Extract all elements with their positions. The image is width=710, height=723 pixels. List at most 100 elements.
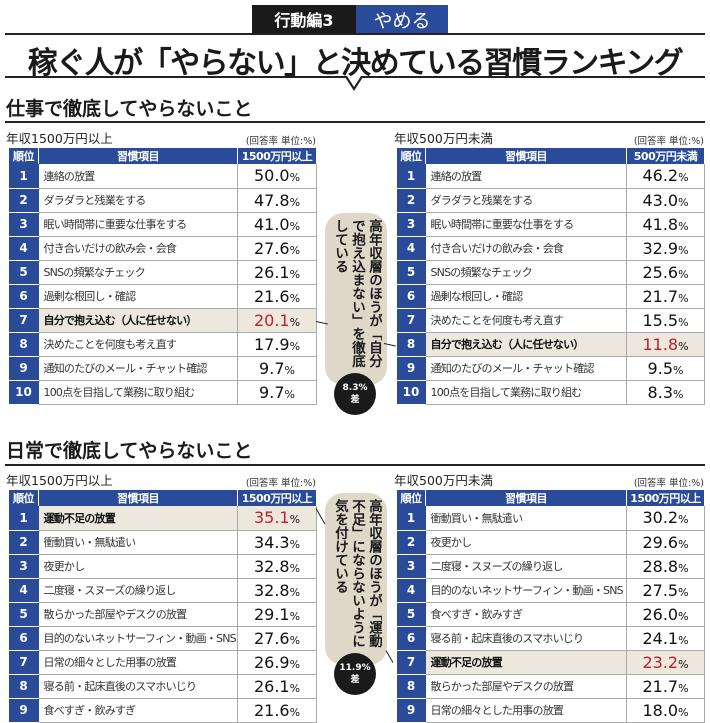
rank-cell: 1 [396, 164, 426, 189]
rate-value: 41.0 [253, 214, 290, 234]
rate-value: 32.8 [253, 556, 290, 576]
habit-cell: 連絡の放置 [425, 164, 627, 189]
rate-value: 50.0 [253, 166, 290, 186]
rate-cell: 43.0% [626, 188, 705, 213]
ranking-table: 順位 習慣項目 1500万円以上 1 運動不足の放置 35.1% 2 衝動買い・無駄遣い 34.… [8, 489, 317, 723]
rate-cell: 9.7% [237, 380, 317, 405]
percent-sign: % [673, 363, 684, 377]
percent-sign: % [289, 513, 301, 527]
badge-label: 差 [350, 395, 360, 405]
percent-sign: % [678, 171, 689, 185]
percent-sign: % [289, 681, 301, 695]
divider [5, 464, 705, 466]
column-header: 順位 [396, 147, 426, 164]
rate-value: 15.5 [642, 310, 679, 330]
habit-cell: 100点を目指して業務に取り組む [425, 380, 627, 405]
rate-value: 26.1 [253, 676, 290, 696]
table-row: 7 日常の細々とした用事の放置 26.9% [8, 650, 317, 675]
rank-cell: 4 [396, 236, 426, 261]
rate-value: 35.1 [253, 508, 290, 528]
rate-cell: 25.6% [626, 260, 705, 285]
section-heading-daily: 日常で徹底してやらないこと [6, 440, 253, 462]
rate-cell: 32.9% [626, 236, 705, 261]
ranking-table: 順位 習慣項目 1500万円以上 1 衝動買い・無駄遣い 30.2% 2 夜更かし 29.6% 3… [396, 489, 705, 723]
rank-cell: 9 [396, 698, 426, 723]
table-row: 10 100点を目指して業務に取り組む 9.7% [8, 380, 317, 405]
table-row: 1 連絡の放置 50.0% [8, 164, 317, 189]
habit-cell: 運動不足の放置 [425, 650, 627, 675]
callout-work: 高年収層のほうが「自分で抱え込まない」を徹底している [325, 213, 387, 385]
percent-sign: % [289, 243, 301, 257]
table-row: 3 夜更かし 32.8% [8, 554, 317, 579]
habit-cell: 夜更かし [38, 554, 238, 579]
rate-value: 18.0 [642, 700, 679, 720]
rank-cell: 5 [396, 602, 426, 627]
percent-sign: % [678, 243, 689, 257]
rate-cell: 18.0% [626, 698, 705, 723]
rank-cell: 9 [8, 356, 39, 381]
rate-value: 9.7 [259, 358, 285, 378]
rank-cell: 7 [8, 650, 39, 675]
percent-sign: % [678, 219, 689, 233]
habit-cell: 自分で抱え込む（人に任せない） [38, 308, 238, 333]
table-row: 8 散らかった部屋やデスクの放置 21.7% [396, 674, 705, 699]
rate-value: 9.5 [647, 358, 673, 378]
rate-value: 32.8 [253, 580, 290, 600]
habit-cell: 連絡の放置 [38, 164, 238, 189]
difference-badge: 8.3% 差 [336, 375, 374, 413]
rank-cell: 1 [8, 506, 39, 531]
habit-cell: 散らかった部屋やデスクの放置 [38, 602, 238, 627]
rate-value: 11.8 [642, 334, 679, 354]
habit-cell: 日常の細々とした用事の放置 [425, 698, 627, 723]
rate-cell: 50.0% [237, 164, 317, 189]
column-header: 順位 [8, 489, 39, 506]
rate-cell: 28.8% [626, 554, 705, 579]
badge-label: 差 [350, 675, 360, 685]
divider [5, 121, 705, 123]
percent-sign: % [678, 585, 689, 599]
column-header: 1500万円以上 [237, 489, 317, 506]
table-row: 1 連絡の放置 46.2% [396, 164, 705, 189]
rate-cell: 46.2% [626, 164, 705, 189]
rate-value: 21.7 [642, 286, 679, 306]
table-row: 6 過剰な根回し・確認 21.7% [396, 284, 705, 309]
table-row: 9 通知のたびのメール・チャット確認 9.5% [396, 356, 705, 381]
rank-cell: 5 [396, 260, 426, 285]
rank-cell: 8 [396, 332, 426, 357]
rate-cell: 26.0% [626, 602, 705, 627]
table-row: 7 自分で抱え込む（人に任せない） 20.1% [8, 308, 317, 333]
rate-cell: 26.1% [237, 260, 317, 285]
pointer-line [385, 650, 394, 663]
rate-value: 26.9 [253, 652, 290, 672]
unit-note: (回答率 単位:%) [633, 478, 704, 489]
percent-sign: % [289, 219, 301, 233]
habit-cell: 過剰な根回し・確認 [38, 284, 238, 309]
table-row: 9 食べすぎ・飲みすぎ 21.6% [8, 698, 317, 723]
habit-cell: ダラダラと残業をする [38, 188, 238, 213]
table-row: 4 付き合いだけの飲み会・会食 27.6% [8, 236, 317, 261]
rank-cell: 5 [8, 260, 39, 285]
table-row: 9 通知のたびのメール・チャット確認 9.7% [8, 356, 317, 381]
badge-value: 8.3% [342, 383, 368, 393]
rate-cell: 21.7% [626, 674, 705, 699]
habit-cell: 運動不足の放置 [38, 506, 238, 531]
rank-cell: 3 [396, 212, 426, 237]
column-header: 500万円未満 [626, 147, 705, 164]
habit-cell: 決めたことを何度も考え直す [425, 308, 627, 333]
percent-sign: % [289, 171, 301, 185]
rate-value: 26.1 [253, 262, 290, 282]
table-row: 2 ダラダラと残業をする 43.0% [396, 188, 705, 213]
rate-cell: 47.8% [237, 188, 317, 213]
rank-cell: 8 [8, 674, 39, 699]
rank-cell: 6 [8, 626, 39, 651]
percent-sign: % [284, 363, 295, 377]
rate-cell: 32.8% [237, 578, 317, 603]
habit-cell: 過剰な根回し・確認 [425, 284, 627, 309]
percent-sign: % [289, 537, 301, 551]
section-heading-work: 仕事で徹底してやらないこと [6, 98, 253, 120]
rate-cell: 35.1% [237, 506, 317, 531]
table-row: 8 決めたことを何度も考え直す 17.9% [8, 332, 317, 357]
habit-cell: 二度寝・スヌーズの繰り返し [38, 578, 238, 603]
rate-value: 34.3 [253, 532, 290, 552]
rank-cell: 3 [8, 554, 39, 579]
